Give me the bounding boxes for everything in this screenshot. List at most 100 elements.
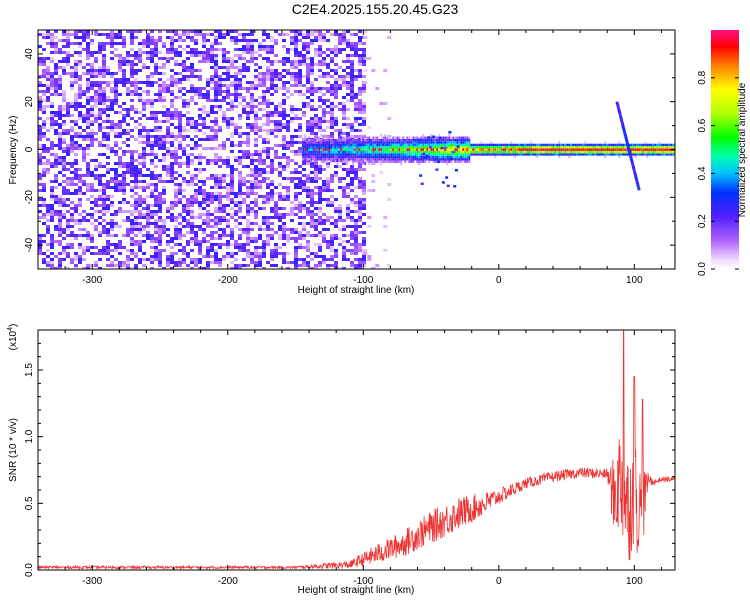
noise-cell — [342, 33, 346, 36]
noise-cell — [150, 81, 154, 84]
noise-cell — [262, 108, 266, 111]
noise-cell — [362, 198, 366, 201]
noise-cell — [202, 108, 206, 111]
carrier-cell — [464, 150, 467, 154]
noise-cell — [346, 39, 350, 42]
noise-cell — [234, 267, 238, 269]
carrier-cell — [360, 148, 363, 151]
carrier-cell — [340, 155, 343, 159]
carrier-cell — [400, 155, 403, 159]
carrier-cell — [476, 153, 479, 156]
noise-cell — [86, 96, 90, 99]
noise-cell — [270, 129, 274, 132]
noise-cell — [102, 45, 106, 48]
carrier-cell — [412, 160, 415, 163]
noise-cell — [322, 60, 326, 63]
carrier-cell — [492, 150, 495, 154]
noise-cell — [226, 246, 230, 249]
noise-cell — [330, 108, 334, 111]
noise-cell — [222, 177, 226, 180]
noise-cell — [146, 66, 150, 69]
noise-cell — [326, 105, 330, 108]
carrier-cell — [320, 134, 323, 137]
noise-cell — [198, 168, 202, 171]
noise-cell — [338, 84, 342, 87]
noise-cell — [110, 147, 114, 150]
noise-cell — [270, 195, 274, 198]
carrier-cell — [624, 148, 627, 151]
carrier-cell — [610, 153, 613, 156]
noise-cell — [302, 264, 306, 267]
noise-cell — [262, 228, 266, 231]
noise-cell — [310, 132, 314, 135]
carrier-cell — [412, 148, 415, 151]
noise-cell — [206, 234, 210, 237]
noise-cell — [154, 246, 158, 249]
noise-cell — [170, 174, 174, 177]
carrier-cell — [442, 150, 445, 154]
carrier-cell — [454, 143, 457, 147]
noise-cell — [42, 234, 46, 237]
carrier-cell — [396, 160, 399, 163]
noise-cell — [82, 258, 86, 261]
carrier-cell — [346, 150, 349, 154]
carrier-cell — [480, 153, 483, 156]
noise-cell — [358, 204, 362, 207]
carrier-cell — [488, 146, 491, 149]
noise-cell — [358, 264, 362, 267]
noise-cell — [274, 69, 278, 72]
noise-cell — [66, 252, 70, 255]
noise-cell — [98, 51, 102, 54]
noise-cell — [270, 84, 274, 87]
noise-cell — [182, 207, 186, 210]
noise-cell — [274, 216, 278, 219]
noise-cell — [70, 147, 74, 150]
noise-cell — [110, 213, 114, 216]
noise-cell — [126, 51, 130, 54]
carrier-cell — [348, 155, 351, 159]
carrier-cell — [516, 150, 519, 154]
noise-cell — [310, 105, 314, 108]
noise-cell — [270, 264, 274, 267]
noise-cell — [270, 198, 274, 201]
noise-cell — [162, 57, 166, 60]
noise-cell — [214, 96, 218, 99]
carrier-cell — [330, 143, 333, 147]
carrier-cell — [394, 150, 397, 154]
noise-cell — [318, 120, 322, 123]
noise-cell — [166, 132, 170, 135]
noise-cell — [202, 237, 206, 240]
carrier-cell — [336, 155, 339, 159]
noise-cell — [150, 114, 154, 117]
noise-cell — [38, 147, 42, 150]
noise-cell — [242, 243, 246, 246]
noise-cell — [262, 219, 266, 222]
carrier-cell — [392, 148, 395, 151]
carrier-cell — [490, 150, 493, 154]
noise-cell — [186, 264, 190, 267]
fringe-cell — [371, 267, 376, 269]
noise-cell — [306, 189, 310, 192]
noise-cell — [326, 87, 330, 90]
noise-cell — [310, 165, 314, 168]
noise-cell — [138, 57, 142, 60]
carrier-cell — [542, 153, 545, 156]
noise-cell — [198, 156, 202, 159]
noise-cell — [230, 81, 234, 84]
carrier-cell — [500, 143, 503, 147]
carrier-cell — [592, 153, 595, 156]
noise-cell — [230, 180, 234, 183]
noise-cell — [358, 213, 362, 216]
noise-cell — [158, 231, 162, 234]
carrier-cell — [582, 143, 585, 147]
carrier-cell — [364, 143, 367, 147]
noise-cell — [110, 243, 114, 246]
noise-cell — [190, 30, 194, 33]
noise-cell — [70, 231, 74, 234]
carrier-cell — [452, 146, 455, 149]
noise-cell — [206, 60, 210, 63]
noise-cell — [138, 222, 142, 225]
noise-cell — [98, 174, 102, 177]
noise-cell — [62, 249, 66, 252]
noise-cell — [218, 237, 222, 240]
